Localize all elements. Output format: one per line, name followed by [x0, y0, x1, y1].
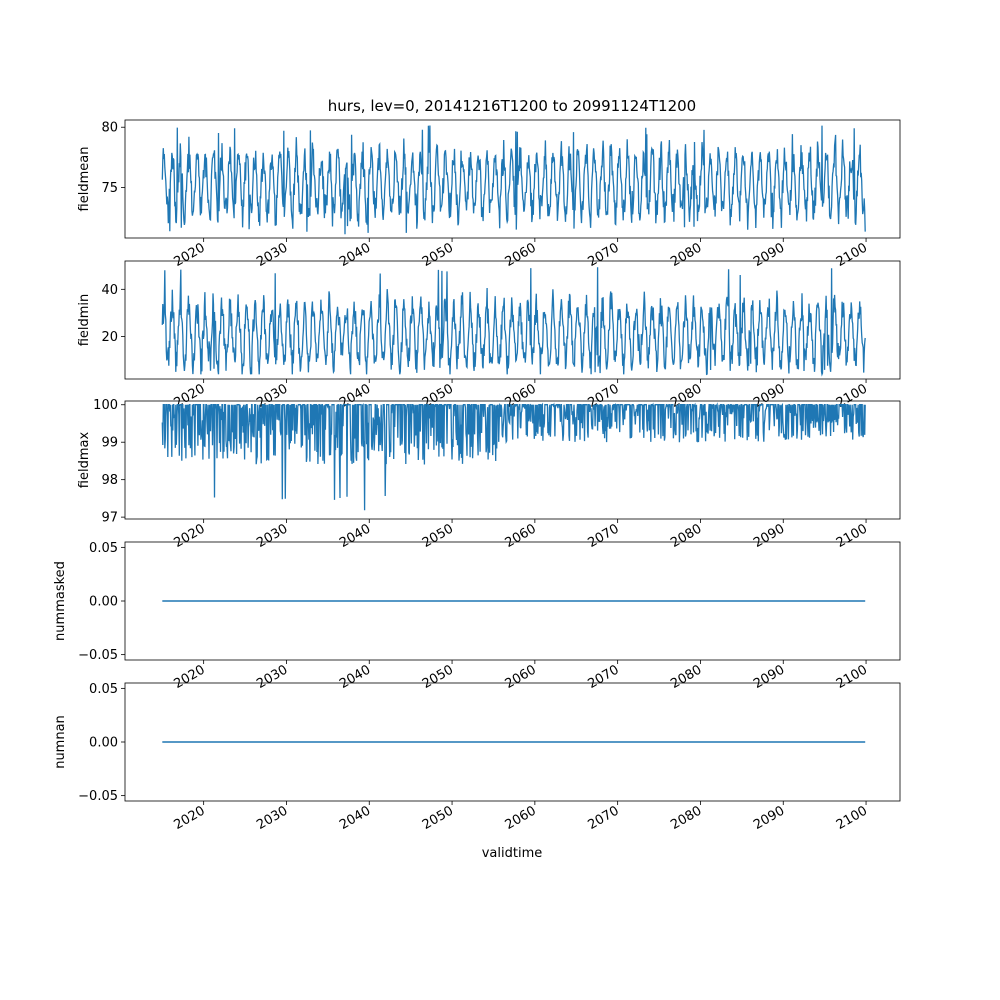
- y-tick-label: 0.00: [89, 595, 118, 610]
- y-tick-label: 100: [93, 398, 118, 413]
- series-line-fieldmax: [161, 402, 866, 511]
- y-tick-label: −0.05: [78, 648, 118, 663]
- y-axis-label-nummasked: nummasked: [53, 561, 68, 641]
- y-tick-label: 0.00: [89, 736, 118, 751]
- y-tick-label: −0.05: [78, 789, 118, 804]
- y-tick-label: 20: [101, 330, 118, 345]
- y-axis-label-fieldmean: fieldmean: [77, 147, 92, 212]
- y-tick-label: 98: [101, 473, 118, 488]
- y-axis-label-fieldmax: fieldmax: [77, 432, 92, 489]
- y-axis-label-fieldmin: fieldmin: [77, 294, 92, 347]
- y-axis-label-numnan: numnan: [53, 715, 68, 769]
- y-tick-label: 0.05: [89, 682, 118, 697]
- axes-frame-fieldmin: [124, 260, 901, 380]
- y-tick-label: 40: [101, 283, 118, 298]
- y-tick-label: 99: [101, 436, 118, 451]
- axes-frame-fieldmean: [124, 119, 901, 239]
- figure-title: hurs, lev=0, 20141216T1200 to 20991124T1…: [328, 97, 696, 115]
- y-tick-label: 75: [101, 181, 118, 196]
- y-tick-label: 97: [101, 511, 118, 526]
- y-tick-label: 80: [101, 121, 118, 136]
- series-line-fieldmin: [161, 267, 866, 377]
- axes-frame-fieldmax: [124, 400, 901, 520]
- series-line-fieldmean: [161, 125, 866, 235]
- x-axis-label: validtime: [482, 846, 543, 861]
- y-tick-label: 0.05: [89, 541, 118, 556]
